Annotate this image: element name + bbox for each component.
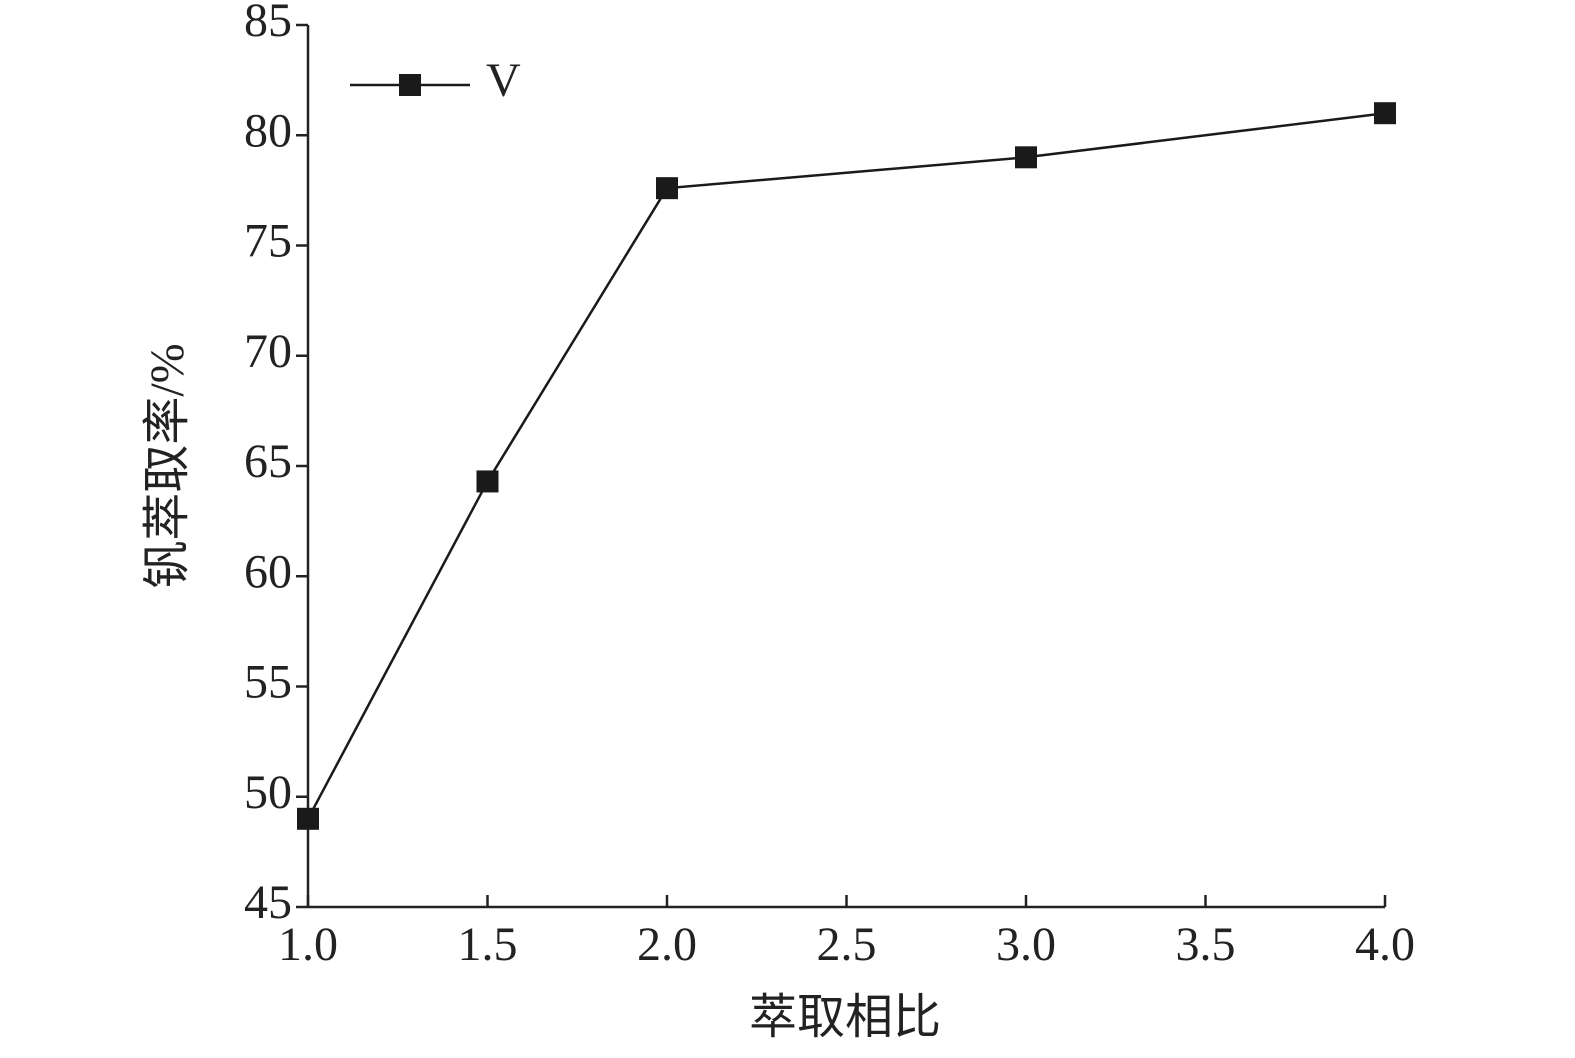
data-line [306,111,1386,820]
data-point [1374,102,1396,125]
legend-marker [399,74,421,96]
y-tick-label: 80 [244,104,292,157]
x-tick-label: 3.0 [996,918,1056,971]
x-tick-label: 1.5 [458,918,518,971]
data-point [476,470,499,493]
y-tick-label: 45 [244,876,292,929]
x-tick-label: 2.5 [817,918,877,971]
y-tick-label: 55 [244,656,292,709]
data-point [1015,146,1037,169]
y-tick-label: 50 [244,766,292,819]
data-point [297,807,319,830]
y-tick-label: 65 [244,435,292,488]
y-tick-label: 70 [244,325,292,378]
x-axis-label: 萃取相比 [749,991,941,1044]
legend-label: V [486,54,521,107]
y-tick-label: 60 [244,545,292,598]
y-tick-label: 85 [244,0,292,47]
x-tick-label: 4.0 [1355,918,1415,971]
y-tick-label: 75 [244,215,292,268]
y-axis-label: 钒萃取率/% [141,343,194,588]
data-point [656,177,678,200]
x-tick-label: 1.0 [278,918,338,971]
x-tick-label: 2.0 [637,918,697,971]
x-tick-label: 3.5 [1176,918,1236,971]
